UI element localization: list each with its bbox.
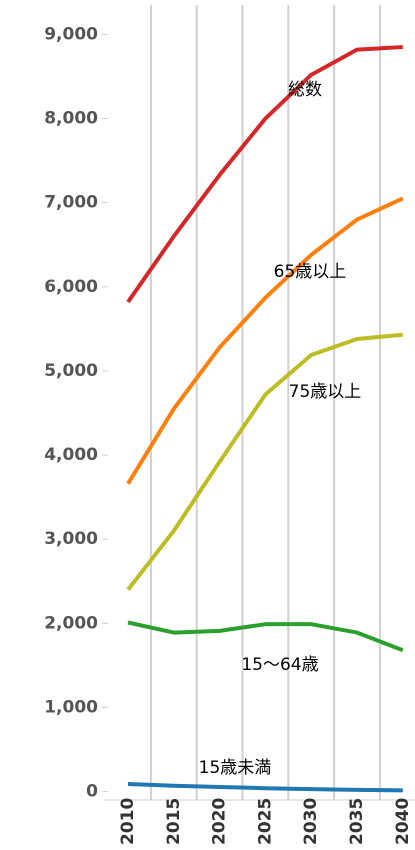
- series-label: 75歳以上: [289, 382, 362, 402]
- x-tick-label: 2035: [347, 798, 367, 845]
- x-tick-label: 2010: [118, 798, 138, 845]
- series-label: 65歳以上: [274, 262, 347, 282]
- y-tick-label: 5,000: [44, 361, 98, 381]
- line: [127, 782, 403, 793]
- y-tick-label: 2,000: [44, 613, 98, 633]
- y-tick-label: 9,000: [44, 24, 98, 44]
- line: [126, 45, 403, 304]
- y-tick-label: 7,000: [44, 193, 98, 213]
- line: [127, 620, 404, 653]
- x-tick-label: 2020: [210, 798, 230, 845]
- x-tick-label: 2025: [255, 798, 275, 845]
- y-tick-label: 4,000: [44, 445, 98, 465]
- line: [126, 332, 403, 591]
- series-label: 総数: [288, 80, 322, 100]
- y-tick-label: 1,000: [44, 697, 98, 717]
- y-tick-label: 6,000: [44, 277, 98, 297]
- line: [126, 196, 404, 485]
- y-tick-label: 3,000: [44, 529, 98, 549]
- y-tick-label: 8,000: [44, 109, 98, 129]
- x-tick-label: 2015: [164, 798, 184, 845]
- x-tick-label: 2030: [301, 798, 321, 845]
- series-label: 15歳未満: [199, 758, 272, 778]
- y-tick-label: 0: [86, 782, 98, 802]
- x-tick-label: 2040: [393, 798, 413, 845]
- series-label: 15〜64歳: [241, 655, 318, 675]
